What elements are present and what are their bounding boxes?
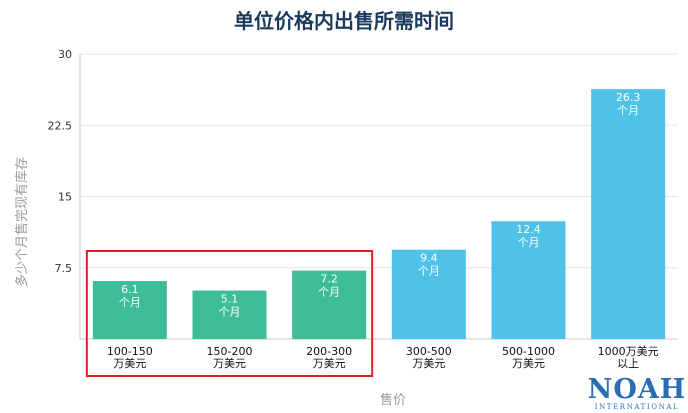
x-tick-label: 100-150 <box>107 345 153 358</box>
x-tick-label: 万美元 <box>512 357 545 370</box>
data-label-value: 26.3 <box>616 91 641 104</box>
data-label-unit: 个月 <box>418 265 440 278</box>
y-tick-label: 15 <box>58 191 72 204</box>
x-tick-label: 300-500 <box>406 345 452 358</box>
x-tick-label: 以上 <box>617 357 639 370</box>
data-label-value: 9.4 <box>420 252 438 265</box>
data-label-value: 5.1 <box>221 293 239 306</box>
bar <box>591 89 666 340</box>
x-tick-label: 万美元 <box>313 357 346 370</box>
logo-main-text: NOAH <box>588 374 687 405</box>
data-label-unit: 个月 <box>119 296 141 309</box>
bar <box>192 290 267 339</box>
logo-sub-text: INTERNATIONAL <box>595 403 680 411</box>
data-label-unit: 个月 <box>318 286 340 299</box>
chart-title: 单位价格内出售所需时间 <box>234 9 454 33</box>
bar <box>92 281 167 339</box>
noah-logo: NOAH INTERNATIONAL <box>588 374 687 411</box>
x-tick-label: 万美元 <box>113 357 146 370</box>
bar <box>491 221 566 339</box>
data-label-value: 7.2 <box>320 273 338 286</box>
bars-layer <box>92 89 666 340</box>
bar <box>292 270 367 339</box>
x-tick-label: 200-300 <box>306 345 352 358</box>
highlight-box <box>85 250 374 377</box>
x-tick-label: 150-200 <box>207 345 253 358</box>
data-label-unit: 个月 <box>518 236 540 249</box>
x-tick-label: 500-1000 <box>502 345 555 358</box>
labels-layer: 7.51522.5306.1个月100-150万美元5.1个月150-200万美… <box>48 48 659 377</box>
x-tick-label: 万美元 <box>213 357 246 370</box>
data-label-unit: 个月 <box>617 104 639 117</box>
x-tick-label: 1000万美元 <box>598 345 659 358</box>
grid-layer <box>79 53 678 340</box>
y-tick-label: 22.5 <box>48 119 73 132</box>
y-tick-label: 30 <box>58 48 72 61</box>
y-axis-title: 多少个月售完现有库存 <box>14 157 30 287</box>
data-label-unit: 个月 <box>219 306 241 319</box>
y-tick-label: 7.5 <box>55 262 73 275</box>
x-axis-title: 售价 <box>380 392 406 408</box>
data-label-value: 12.4 <box>516 223 541 236</box>
x-tick-label: 万美元 <box>412 357 445 370</box>
bar <box>391 249 466 339</box>
data-label-value: 6.1 <box>121 283 139 296</box>
